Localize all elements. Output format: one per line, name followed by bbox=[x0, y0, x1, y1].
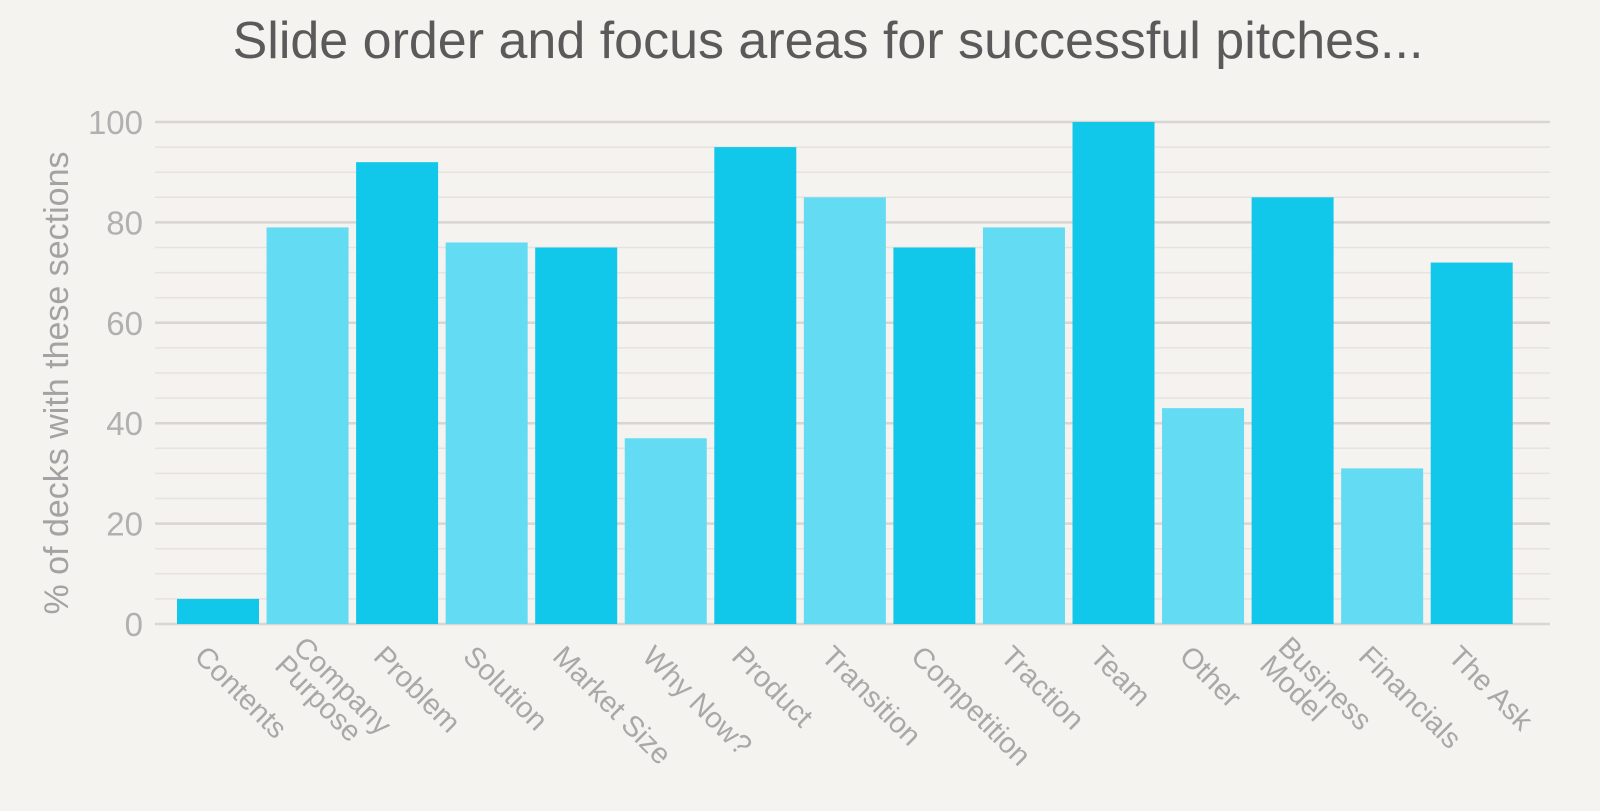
bar-solution bbox=[445, 242, 528, 625]
x-tick-label: Contents bbox=[188, 640, 293, 745]
bars bbox=[177, 122, 1513, 625]
y-tick-label: 40 bbox=[106, 405, 143, 442]
bar-contents bbox=[177, 598, 259, 624]
bar-traction bbox=[982, 227, 1065, 625]
y-tick-label: 20 bbox=[106, 506, 143, 543]
bar-product bbox=[714, 147, 797, 624]
y-tick-label: 60 bbox=[106, 305, 143, 342]
y-axis-label: % of decks with these sections bbox=[38, 151, 76, 614]
y-tick-label: 100 bbox=[88, 104, 143, 141]
bar-competition bbox=[893, 247, 976, 624]
bar-the-ask bbox=[1430, 262, 1513, 624]
bar-financials bbox=[1341, 468, 1424, 624]
bar-other bbox=[1162, 408, 1245, 624]
bar-transition bbox=[803, 197, 886, 625]
y-tick-label: 80 bbox=[106, 204, 143, 241]
x-tick-label: Product bbox=[725, 640, 818, 733]
x-tick-label: Team bbox=[1084, 640, 1157, 713]
bar-why-now bbox=[624, 438, 707, 624]
y-axis-ticks: 0 20 40 60 80 100 bbox=[88, 104, 143, 643]
x-tick-label: Solution bbox=[457, 640, 554, 737]
y-tick-label: 0 bbox=[125, 606, 143, 643]
bar-company-purpose bbox=[266, 227, 349, 625]
bar-business-model bbox=[1251, 197, 1334, 625]
bar-market-size bbox=[535, 247, 618, 624]
bar-team bbox=[1072, 122, 1155, 624]
x-tick-label: Other bbox=[1173, 640, 1247, 714]
bar-problem bbox=[356, 162, 439, 624]
chart-title: Slide order and focus areas for successf… bbox=[233, 12, 1424, 70]
